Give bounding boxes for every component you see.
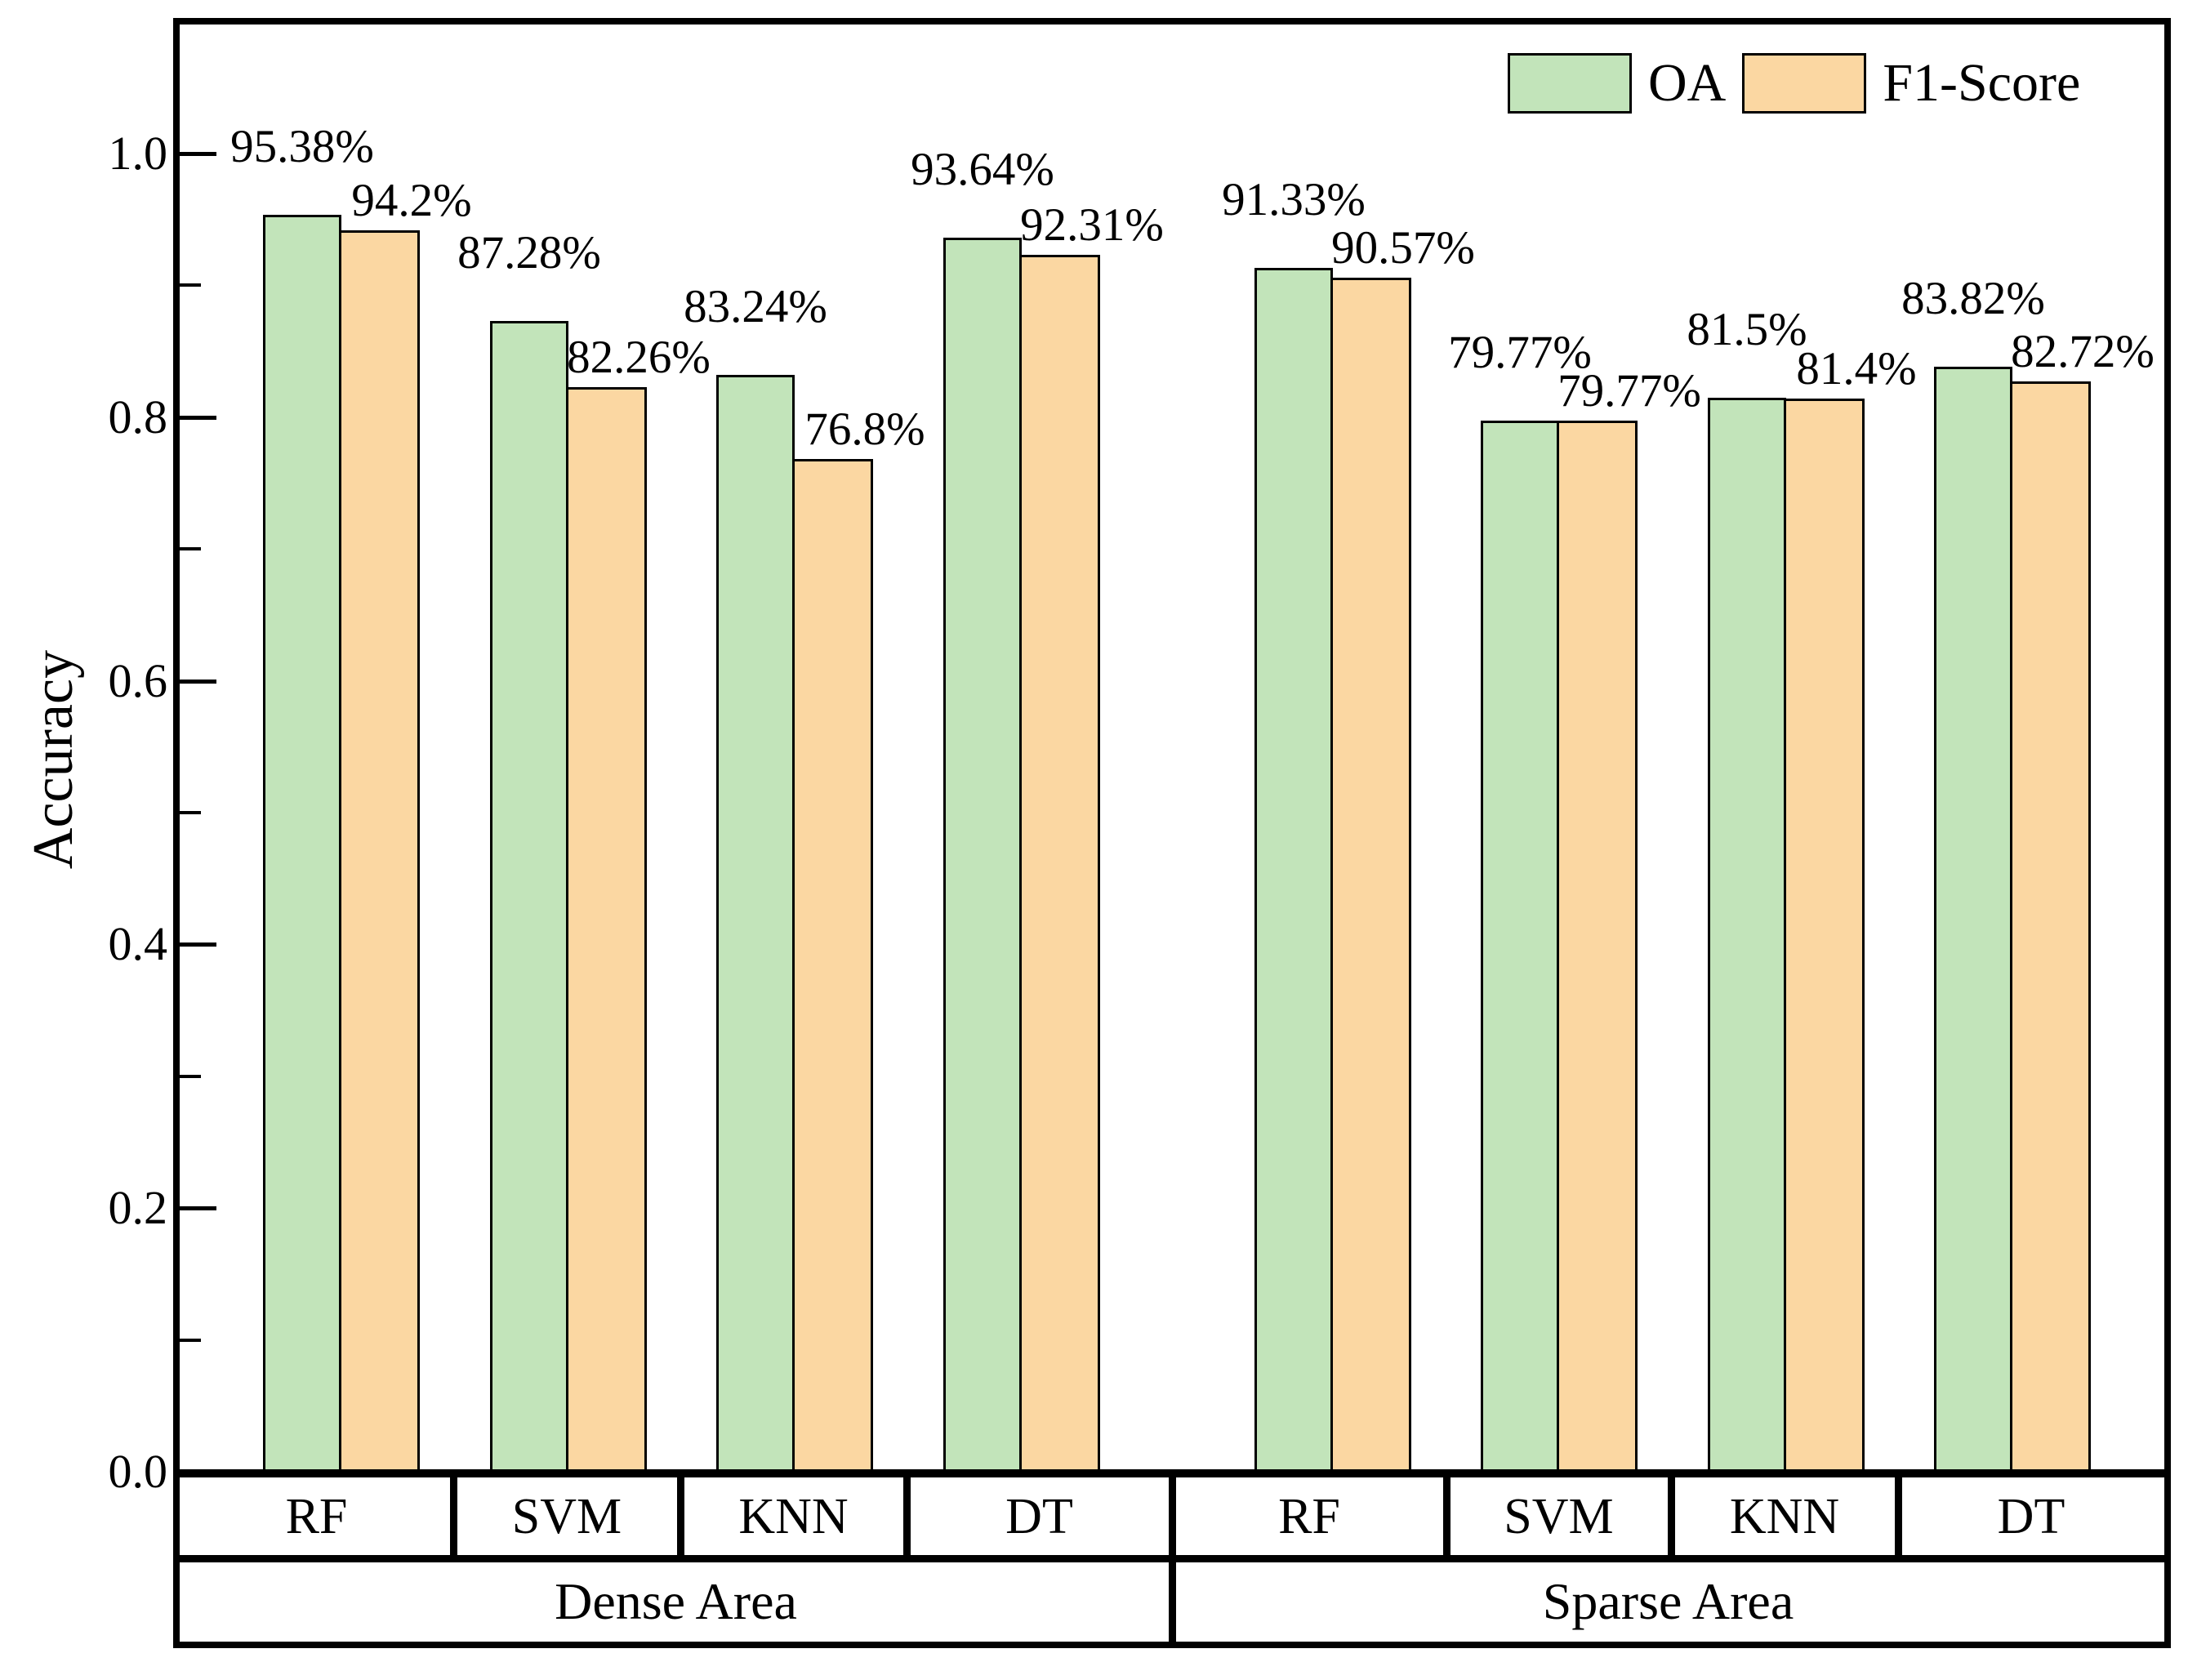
y-major-tick-0.2 [180,1206,216,1210]
y-tick-label-0.0: 0.0 [108,1445,168,1498]
bar-f1-score-dense-knn [792,459,873,1475]
bar-oa-sparse-dt [1934,367,2012,1475]
bar-oa-dense-svm [490,321,568,1475]
bar-f1-score-sparse-svm [1557,421,1638,1475]
table-cell-dense-svm: SVM [511,1488,622,1544]
y-major-tick-0.8 [180,416,216,420]
y-minor-tick-0.3 [180,1075,201,1078]
value-label-f1-score-dense-knn: 76.8% [804,403,925,455]
value-label-oa-sparse-dt: 83.82% [1901,273,2045,324]
y-tick-label-1.0: 1.0 [108,127,168,180]
bar-oa-dense-rf [263,215,341,1475]
table-cell-sparse-rf: RF [1278,1488,1340,1544]
category-cell-divider-1 [677,1472,684,1558]
y-major-tick-0.0 [180,1470,216,1474]
y-minor-tick-0.1 [180,1339,201,1342]
bar-f1-score-dense-rf [339,230,420,1475]
bar-oa-sparse-svm [1481,421,1559,1475]
value-label-oa-dense-rf: 95.38% [230,121,374,172]
y-major-tick-1.0 [180,152,216,156]
bar-oa-sparse-rf [1254,268,1333,1475]
area-cell-divider [1169,1558,1176,1648]
table-cell-sparse-dt: DT [1997,1488,2065,1544]
y-tick-label-0.2: 0.2 [108,1181,168,1234]
value-label-oa-sparse-rf: 91.33% [1222,174,1366,225]
table-cell-sparse-knn: KNN [1729,1488,1840,1544]
value-label-f1-score-sparse-rf: 90.57% [1331,222,1475,274]
bar-oa-dense-dt [943,238,1022,1475]
legend: OA F1-Score [1508,51,2080,116]
value-label-f1-score-dense-rf: 94.2% [351,175,472,226]
value-label-f1-score-dense-dt: 92.31% [1020,199,1164,251]
table-cell-dense-rf: RF [285,1488,348,1544]
table-cell-area-sparse: Sparse Area [1542,1572,1794,1630]
y-major-tick-0.4 [180,942,216,947]
y-tick-label-0.8: 0.8 [108,390,168,443]
value-label-f1-score-sparse-svm: 79.77% [1557,365,1701,417]
y-minor-tick-0.5 [180,811,201,814]
y-minor-tick-0.7 [180,547,201,550]
table-cell-sparse-svm: SVM [1504,1488,1614,1544]
bar-oa-sparse-knn [1708,398,1786,1475]
legend-swatch-f1-score [1742,53,1867,114]
y-tick-label-0.6: 0.6 [108,654,168,707]
value-label-oa-dense-knn: 83.24% [684,281,827,332]
category-cell-divider-5 [1668,1472,1675,1558]
bar-f1-score-sparse-knn [1784,399,1865,1475]
table-cell-dense-knn: KNN [738,1488,849,1544]
category-cell-divider-3 [1169,1472,1176,1558]
table-cell-area-dense: Dense Area [555,1572,797,1630]
bar-f1-score-sparse-dt [2010,381,2091,1475]
value-label-f1-score-sparse-dt: 82.72% [2011,326,2155,377]
category-cell-divider-6 [1895,1472,1902,1558]
value-label-oa-dense-dt: 93.64% [911,144,1054,195]
y-tick-label-0.4: 0.4 [108,917,168,970]
value-label-oa-sparse-svm: 79.77% [1448,327,1592,378]
category-cell-divider-4 [1443,1472,1450,1558]
bar-f1-score-dense-dt [1019,255,1100,1475]
y-major-tick-0.6 [180,680,216,684]
legend-label-f1-score: F1-Score [1883,53,2081,113]
value-label-f1-score-dense-svm: 82.26% [567,332,711,383]
bar-f1-score-dense-svm [566,387,647,1475]
value-label-f1-score-sparse-knn: 81.4% [1796,343,1917,394]
value-label-oa-sparse-knn: 81.5% [1687,304,1807,355]
legend-swatch-oa [1508,53,1632,114]
value-label-oa-dense-svm: 87.28% [457,227,601,279]
y-minor-tick-0.9 [180,283,201,287]
table-cell-dense-dt: DT [1005,1488,1073,1544]
category-cell-divider-2 [903,1472,911,1558]
bar-f1-score-sparse-rf [1330,278,1411,1475]
category-cell-divider-0 [450,1472,457,1558]
bar-oa-dense-knn [716,375,795,1475]
legend-label-oa: OA [1648,53,1727,113]
